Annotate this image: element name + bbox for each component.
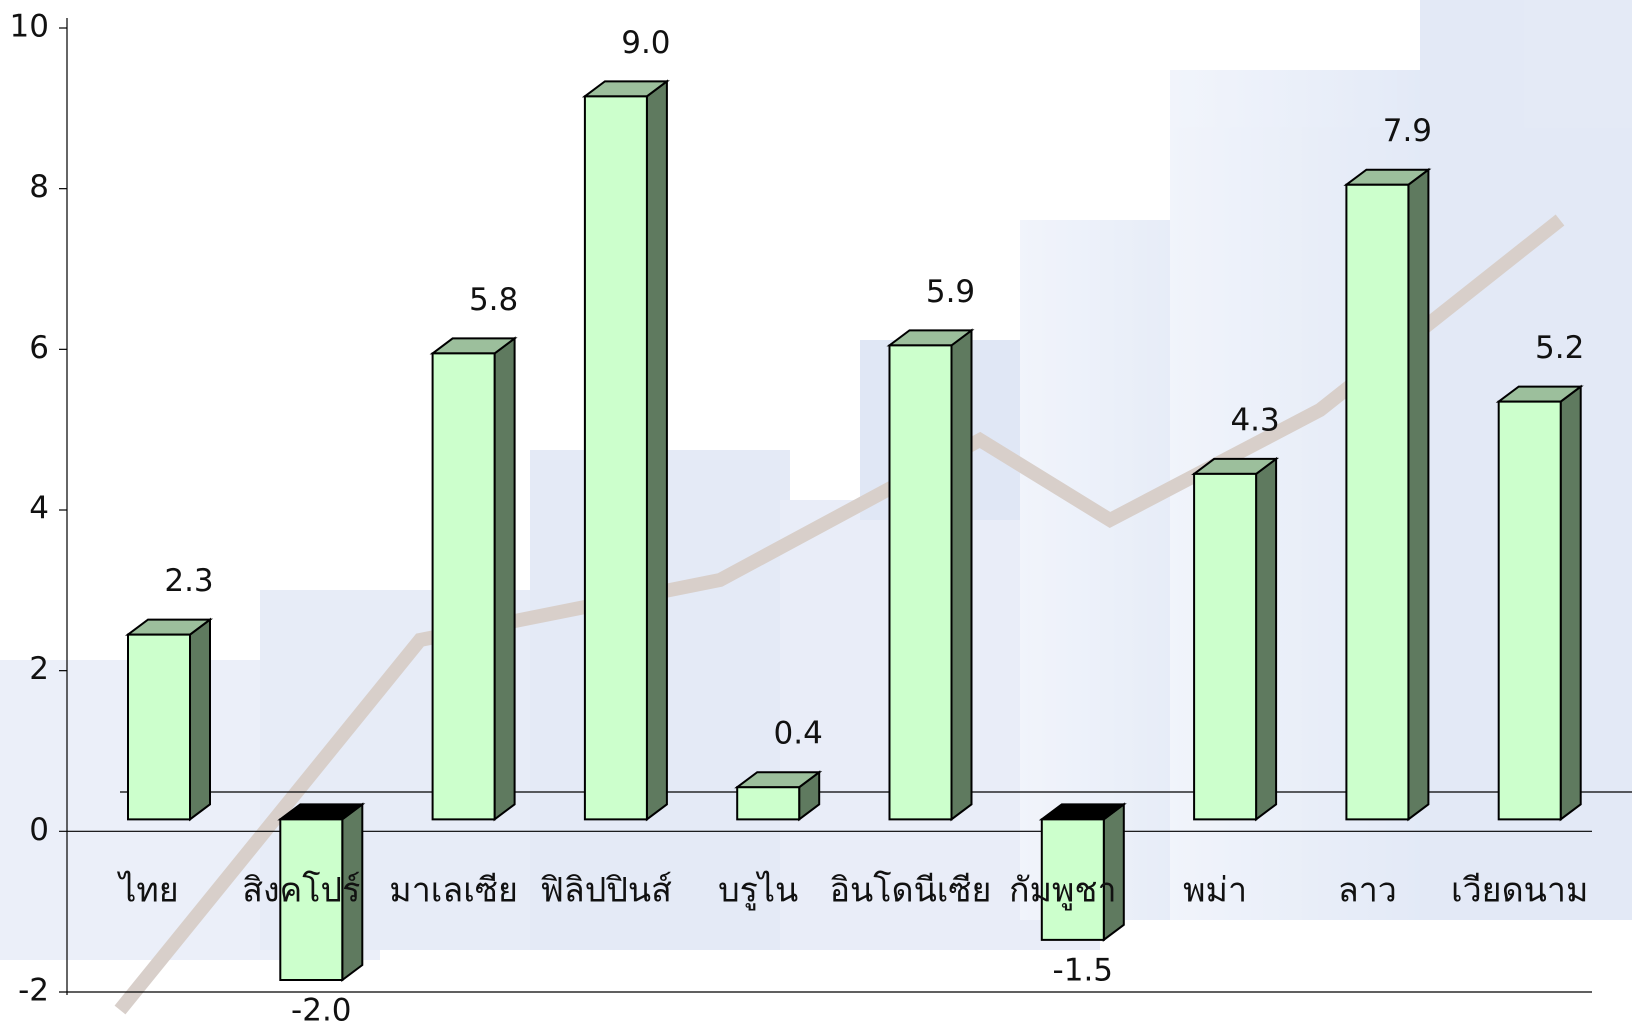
y-tick-label: 4 [29, 491, 49, 527]
x-tick-label: กัมพูชา [1009, 871, 1117, 911]
bar-front [1193, 472, 1258, 821]
y-tick-label: -2 [18, 973, 49, 1009]
value-label: 7.9 [1383, 113, 1432, 149]
y-tick-label: 2 [29, 651, 49, 687]
value-label: 5.8 [469, 282, 518, 318]
value-label: -2.0 [291, 993, 352, 1025]
bar-front [279, 818, 344, 981]
bar [581, 79, 670, 822]
bar [1343, 167, 1432, 822]
bar [1495, 384, 1584, 822]
bar [734, 770, 823, 822]
value-label: 9.0 [621, 25, 670, 61]
x-tick-label: อินโดนีเซีย [830, 871, 992, 911]
value-label: 5.2 [1535, 330, 1584, 366]
bar-side [493, 336, 516, 822]
bar [886, 328, 975, 822]
bar [429, 336, 518, 822]
value-label: 2.3 [164, 563, 213, 599]
bar-front [1040, 818, 1105, 941]
bar-side [950, 328, 973, 822]
x-tick-label: บรูไน [718, 871, 798, 911]
y-tick-label: 6 [29, 330, 49, 366]
bar-side [645, 79, 668, 822]
value-label: 4.3 [1230, 402, 1279, 438]
x-tick-label: ฟิลิปปินส์ [540, 871, 672, 911]
x-tick-label: เวียดนาม [1451, 871, 1588, 911]
x-tick-label: สิงคโปร์ [242, 871, 360, 911]
y-tick-label: 0 [29, 812, 49, 848]
x-tick-label: มาเลเซีย [389, 871, 518, 911]
bar [1038, 802, 1127, 942]
value-label: -1.5 [1053, 952, 1114, 988]
value-label: 0.4 [774, 716, 823, 752]
x-tick-label: พม่า [1183, 871, 1247, 911]
bar-front [127, 633, 191, 821]
bar-front [1345, 183, 1410, 821]
bar [1191, 456, 1280, 822]
bar-front [888, 344, 953, 821]
bar-front [736, 786, 801, 821]
y-tick-label: 8 [29, 169, 49, 205]
bar-front [431, 352, 496, 821]
bar-side [1559, 384, 1582, 822]
x-tick-label: ไทย [116, 871, 178, 911]
y-tick-label: 10 [10, 9, 49, 45]
bar-side [1407, 167, 1430, 822]
bar-front [1497, 400, 1562, 821]
bar [277, 802, 366, 982]
bar-front [583, 95, 648, 821]
value-label: 5.9 [926, 274, 975, 310]
bar-side [189, 617, 211, 822]
bar-side [1255, 456, 1278, 822]
bar [125, 617, 213, 822]
x-tick-label: ลาว [1338, 871, 1397, 911]
